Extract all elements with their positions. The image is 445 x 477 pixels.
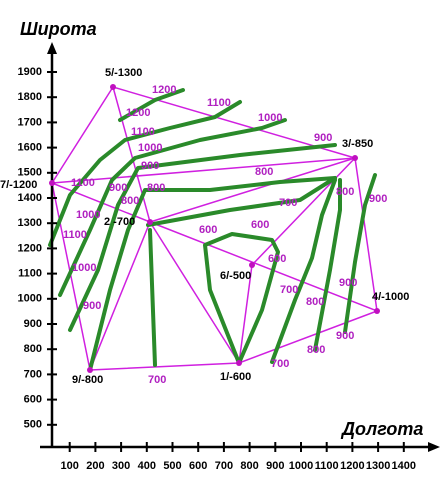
y-tick-label: 1900 <box>18 66 42 78</box>
y-tick-label: 1700 <box>18 116 42 128</box>
isoline <box>68 143 337 332</box>
contour-label: 900 <box>141 160 159 172</box>
y-tick-label: 1600 <box>18 142 42 154</box>
contour-label: 800 <box>147 182 165 194</box>
y-tick-label: 1200 <box>18 242 42 254</box>
vertex <box>374 308 380 314</box>
x-tick-label: 600 <box>189 460 207 472</box>
edge <box>89 310 378 371</box>
vertex <box>87 367 93 373</box>
contour-label: 1000 <box>76 209 100 221</box>
x-tick-label: 700 <box>215 460 233 472</box>
isoline <box>58 118 287 297</box>
contour-label: 600 <box>251 219 269 231</box>
y-tick-label: 800 <box>24 343 42 355</box>
edge <box>50 86 356 373</box>
y-tick-label: 500 <box>24 419 42 431</box>
vertex-label: 7/-1200 <box>0 179 37 191</box>
vertex <box>49 180 55 186</box>
y-tick-label: 1500 <box>18 167 42 179</box>
y-tick-label: 700 <box>24 368 42 380</box>
contour-label: 1000 <box>72 262 96 274</box>
vertex-label: 3/-850 <box>342 138 373 150</box>
contour-label: 800 <box>121 195 139 207</box>
contour-label: 900 <box>339 277 357 289</box>
contour-label: 700 <box>271 358 289 370</box>
vertex-label: 5/-1300 <box>105 67 142 79</box>
x-tick-label: 1200 <box>340 460 364 472</box>
contour-label: 700 <box>280 284 298 296</box>
contour-label: 600 <box>268 253 286 265</box>
x-tick-label: 100 <box>61 460 79 472</box>
vertex <box>249 262 255 268</box>
y-tick-label: 1100 <box>18 268 42 280</box>
isoline <box>270 178 337 364</box>
triangulation <box>50 86 378 373</box>
contour-label: 800 <box>307 344 325 356</box>
x-tick-label: 500 <box>163 460 181 472</box>
x-tick-label: 200 <box>86 460 104 472</box>
vertex-label: 6/-500 <box>220 270 251 282</box>
vertex <box>110 84 116 90</box>
x-tick-label: 800 <box>240 460 258 472</box>
y-tick-label: 1300 <box>18 217 42 229</box>
y-tick-label: 900 <box>24 318 42 330</box>
contour-label: 900 <box>83 300 101 312</box>
y-tick-label: 1400 <box>18 192 42 204</box>
contour-label: 1100 <box>207 97 231 109</box>
x-axis-title: Долгота <box>340 419 423 439</box>
isoline <box>148 228 157 367</box>
y-tick-label: 600 <box>24 394 42 406</box>
edge <box>51 86 356 184</box>
y-tick-label: 1000 <box>18 293 42 305</box>
vertex-label: 1/-600 <box>220 371 251 383</box>
x-tick-label: 1300 <box>366 460 390 472</box>
contour-label: 800 <box>306 296 324 308</box>
x-tick-label: 400 <box>138 460 156 472</box>
x-arrow <box>428 442 440 452</box>
y-arrow <box>47 42 57 54</box>
contour-label: 900 <box>314 132 332 144</box>
contour-label: 1100 <box>131 126 155 138</box>
isoline <box>313 178 342 352</box>
vertex-label: 9/-800 <box>72 374 103 386</box>
isoline <box>118 88 185 122</box>
vertex <box>236 360 242 366</box>
contour-label: 900 <box>109 182 127 194</box>
x-tick-label: 900 <box>266 460 284 472</box>
y-tick-label: 1800 <box>18 91 42 103</box>
isoline <box>146 176 337 227</box>
vertex-label: 4/-1000 <box>372 291 409 303</box>
contour-label: 1200 <box>126 107 150 119</box>
isolines <box>48 88 377 372</box>
contour-label: 600 <box>199 224 217 236</box>
edge <box>149 156 378 366</box>
vertex <box>147 219 153 225</box>
contour-label: 900 <box>336 330 354 342</box>
vertex-label: 2 -700 <box>104 216 135 228</box>
contour-label: 800 <box>336 186 354 198</box>
contour-label: 1200 <box>152 84 176 96</box>
contour-label: 800 <box>255 166 273 178</box>
contour-label: 1100 <box>71 177 95 189</box>
isoline <box>48 100 242 247</box>
x-tick-label: 1400 <box>392 460 416 472</box>
contour-label: 700 <box>279 197 297 209</box>
x-tick-label: 1100 <box>315 460 339 472</box>
isoline <box>343 173 377 334</box>
contour-label: 900 <box>369 193 387 205</box>
isoline <box>88 176 337 372</box>
isoline <box>203 232 280 365</box>
y-axis-title: Широта <box>20 19 97 39</box>
contour-label: 1100 <box>63 229 87 241</box>
x-tick-label: 300 <box>112 460 130 472</box>
contour-label: 1000 <box>258 112 282 124</box>
x-tick-label: 1000 <box>289 460 313 472</box>
vertex <box>352 155 358 161</box>
contour-label: 1000 <box>138 142 162 154</box>
contour-label: 700 <box>148 374 166 386</box>
